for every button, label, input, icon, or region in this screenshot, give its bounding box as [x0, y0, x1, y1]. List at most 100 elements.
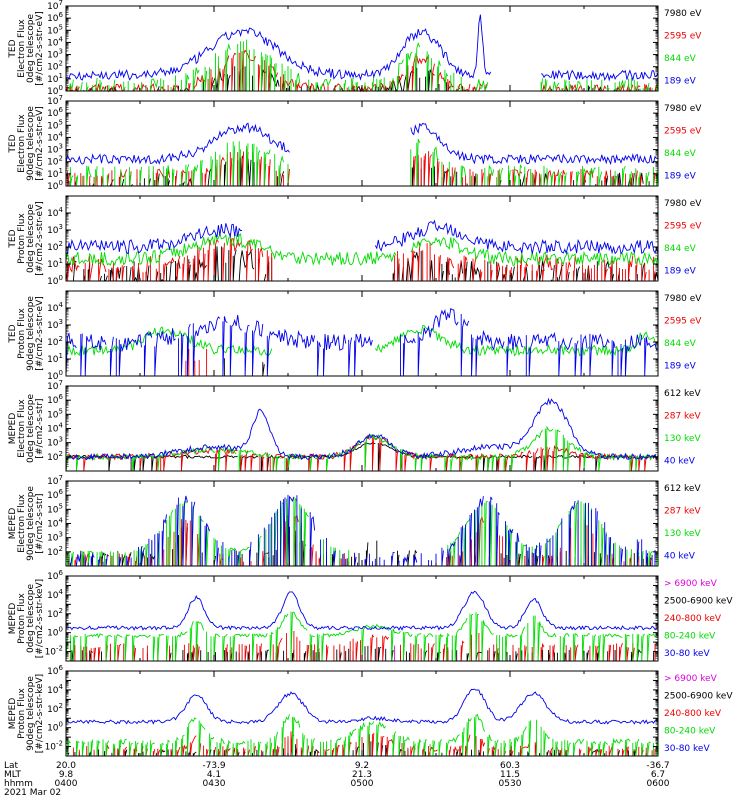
series-8-80-240-keV	[67, 713, 659, 757]
legend-entry: 7980 eV	[664, 199, 702, 209]
footer-mlt-value: 6.7	[651, 770, 665, 780]
y-axis-label: 0deg telescope	[26, 394, 36, 464]
footer-lat-value: 9.2	[355, 761, 369, 771]
y-axis-label: [#/cm2-s-str-eV]	[35, 201, 45, 276]
legend-entry: 7980 eV	[664, 9, 702, 19]
y-tick-label: 100	[47, 179, 63, 192]
y-axis-label: MEPED	[8, 508, 18, 540]
y-tick-label: 100	[47, 626, 63, 639]
panel-frame	[65, 100, 659, 187]
footer-mlt-value: 11.5	[500, 770, 520, 780]
series-7-2500-6900-keV	[71, 645, 659, 662]
legend-entry: 189 eV	[664, 267, 697, 277]
y-tick-label: 105	[47, 407, 63, 420]
y-axis-label: Proton Flux	[17, 213, 27, 264]
footer-lat-value: -36.7	[646, 761, 669, 771]
y-tick-label: 105	[47, 23, 63, 36]
y-axis-label: TED	[8, 134, 18, 153]
series-8-30-80-keV	[65, 688, 659, 725]
y-axis-label: [#/cm2-s-str]	[35, 493, 45, 553]
y-axis-label: Electron Flux	[17, 399, 27, 458]
y-axis-label: 90deg telescope	[26, 486, 36, 561]
legend-entry: 287 keV	[664, 507, 701, 517]
y-tick-label: 107	[47, 94, 63, 107]
legend-entry: 7980 eV	[664, 104, 702, 114]
legend-entry: 189 eV	[664, 77, 697, 87]
series-2-2595-eV	[67, 148, 656, 187]
y-tick-label: 106	[47, 393, 63, 406]
y-tick-label: 104	[47, 301, 63, 314]
y-tick-label: 101	[47, 167, 63, 180]
series-6-287-keV	[67, 514, 656, 567]
legend-entry: 2500-6900 keV	[664, 692, 733, 702]
y-tick-label: 104	[47, 683, 63, 696]
series-4-844-eV	[65, 325, 659, 357]
y-tick-label: 102	[47, 450, 63, 463]
legend-entry: 240-800 keV	[664, 614, 722, 624]
legend-entry: 844 eV	[664, 244, 697, 254]
legend-entry: 80-240 keV	[664, 632, 716, 642]
legend-entry: 30-80 keV	[664, 744, 710, 754]
footer-lat-value: 60.3	[500, 761, 520, 771]
legend-entry: 612 keV	[664, 389, 701, 399]
y-axis-label: MEPED	[8, 413, 18, 445]
y-axis-label: Proton Flux	[17, 688, 27, 739]
y-tick-label: 103	[47, 223, 63, 236]
y-tick-label: 102	[47, 60, 63, 73]
y-tick-label: 104	[47, 35, 63, 48]
footer-lat-value: -73.9	[202, 761, 226, 771]
y-tick-label: 102	[47, 545, 63, 558]
legend-entry: 2500-6900 keV	[664, 597, 733, 607]
series-6-40-keV	[69, 494, 659, 567]
legend-entry: 130 keV	[664, 434, 701, 444]
y-axis-label: [#/cm2-s-str-eV]	[35, 106, 45, 181]
y-axis-label: 90deg telescope	[26, 676, 36, 751]
series-7-30-80-keV	[65, 590, 659, 631]
y-axis-label: 90deg telescope	[26, 106, 36, 181]
footer-mlt-value: 21.3	[352, 770, 372, 780]
y-tick-label: 101	[47, 72, 63, 85]
legend-entry: 2595 eV	[664, 32, 702, 42]
series-3-189-eV	[65, 219, 659, 255]
legend-entry: 80-240 keV	[664, 727, 716, 737]
series-4-189-eV	[65, 307, 659, 377]
panel-8: 10-2 100 102 104 106 MEPED Proton Flux 90deg te…	[8, 664, 733, 757]
y-tick-label: 100	[47, 84, 63, 97]
panel-3: 100 101 102 103 104 TED Proton Flux 0deg telesc…	[8, 195, 702, 287]
footer-label-hhmm: hhmm	[4, 779, 33, 789]
y-tick-label: 102	[47, 240, 63, 253]
series-5-130-keV	[65, 425, 657, 472]
y-tick-label: 104	[47, 206, 63, 219]
legend-entry: 40 keV	[664, 457, 696, 467]
footer-lat-value: 20.0	[56, 761, 76, 771]
legend-entry: 240-800 keV	[664, 709, 722, 719]
series-1-189-eV	[65, 14, 659, 82]
y-tick-label: 10-2	[45, 740, 63, 753]
y-tick-label: 102	[47, 607, 63, 620]
panel-frame	[65, 195, 659, 282]
y-tick-label: 103	[47, 318, 63, 331]
y-axis-label: 0deg telescope	[26, 584, 36, 654]
y-tick-label: 103	[47, 436, 63, 449]
legend-entry: 30-80 keV	[664, 649, 710, 659]
legend-entry: 844 eV	[664, 54, 697, 64]
footer-mlt-value: 4.1	[207, 770, 221, 780]
y-axis-label: Proton Flux	[17, 593, 27, 644]
y-tick-label: 103	[47, 48, 63, 61]
legend-entry: 2595 eV	[664, 317, 702, 327]
y-tick-label: 103	[47, 143, 63, 156]
legend-entry: 130 keV	[664, 529, 701, 539]
y-axis-label: 0deg telescope	[26, 14, 36, 84]
series-3-844-eV	[65, 232, 659, 266]
panel-7: 10-2 100 102 104 106 MEPED Proton Flux 0deg tel…	[8, 569, 733, 662]
y-axis-label: 90deg telescope	[26, 296, 36, 371]
y-tick-label: 104	[47, 517, 63, 530]
series-2-844-eV	[69, 138, 659, 187]
series-2-189-eV	[65, 122, 658, 166]
y-tick-label: 106	[47, 569, 63, 582]
y-axis-label: 0deg telescope	[26, 204, 36, 274]
